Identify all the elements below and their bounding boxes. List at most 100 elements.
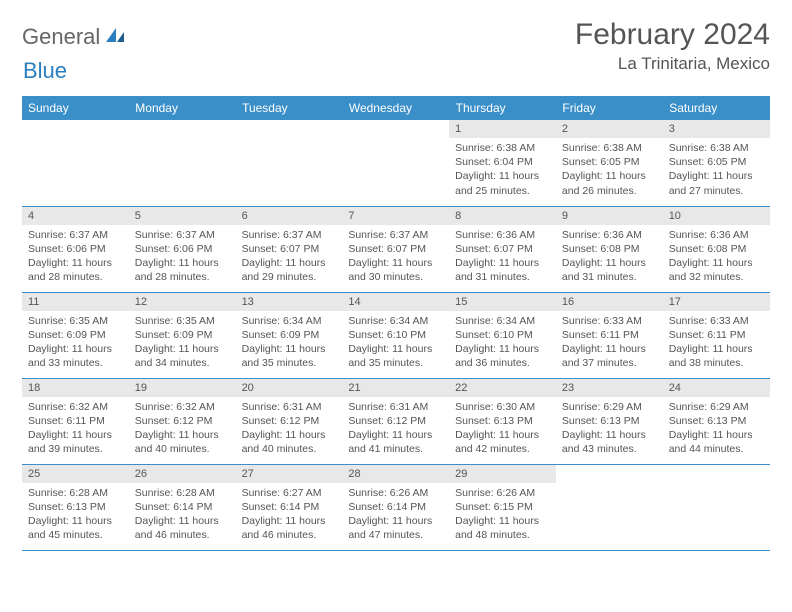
day-details: Sunrise: 6:38 AMSunset: 6:05 PMDaylight:… (663, 138, 770, 204)
day-details: Sunrise: 6:34 AMSunset: 6:10 PMDaylight:… (449, 311, 556, 377)
day-details: Sunrise: 6:38 AMSunset: 6:04 PMDaylight:… (449, 138, 556, 204)
calendar-week-row: 11Sunrise: 6:35 AMSunset: 6:09 PMDayligh… (22, 292, 770, 378)
day-number: 5 (129, 207, 236, 225)
weekday-header: Sunday (22, 96, 129, 120)
month-title: February 2024 (575, 18, 770, 52)
day-number: 11 (22, 293, 129, 311)
calendar-week-row: 1Sunrise: 6:38 AMSunset: 6:04 PMDaylight… (22, 120, 770, 206)
day-details: Sunrise: 6:36 AMSunset: 6:08 PMDaylight:… (556, 225, 663, 291)
day-details: Sunrise: 6:31 AMSunset: 6:12 PMDaylight:… (236, 397, 343, 463)
day-number: 24 (663, 379, 770, 397)
day-number: 8 (449, 207, 556, 225)
day-details: Sunrise: 6:37 AMSunset: 6:07 PMDaylight:… (342, 225, 449, 291)
day-details: Sunrise: 6:26 AMSunset: 6:15 PMDaylight:… (449, 483, 556, 549)
calendar-day-cell (129, 120, 236, 206)
calendar-day-cell: 11Sunrise: 6:35 AMSunset: 6:09 PMDayligh… (22, 292, 129, 378)
day-details: Sunrise: 6:30 AMSunset: 6:13 PMDaylight:… (449, 397, 556, 463)
day-details: Sunrise: 6:28 AMSunset: 6:14 PMDaylight:… (129, 483, 236, 549)
day-number: 19 (129, 379, 236, 397)
day-details: Sunrise: 6:36 AMSunset: 6:07 PMDaylight:… (449, 225, 556, 291)
calendar-day-cell (236, 120, 343, 206)
calendar-day-cell: 4Sunrise: 6:37 AMSunset: 6:06 PMDaylight… (22, 206, 129, 292)
calendar-day-cell: 25Sunrise: 6:28 AMSunset: 6:13 PMDayligh… (22, 464, 129, 550)
day-details: Sunrise: 6:36 AMSunset: 6:08 PMDaylight:… (663, 225, 770, 291)
calendar-day-cell: 9Sunrise: 6:36 AMSunset: 6:08 PMDaylight… (556, 206, 663, 292)
weekday-header: Thursday (449, 96, 556, 120)
day-details: Sunrise: 6:33 AMSunset: 6:11 PMDaylight:… (663, 311, 770, 377)
calendar-day-cell: 12Sunrise: 6:35 AMSunset: 6:09 PMDayligh… (129, 292, 236, 378)
day-details: Sunrise: 6:37 AMSunset: 6:07 PMDaylight:… (236, 225, 343, 291)
day-details: Sunrise: 6:37 AMSunset: 6:06 PMDaylight:… (129, 225, 236, 291)
calendar-day-cell: 13Sunrise: 6:34 AMSunset: 6:09 PMDayligh… (236, 292, 343, 378)
day-details: Sunrise: 6:29 AMSunset: 6:13 PMDaylight:… (556, 397, 663, 463)
day-number: 26 (129, 465, 236, 483)
day-number: 14 (342, 293, 449, 311)
calendar-week-row: 4Sunrise: 6:37 AMSunset: 6:06 PMDaylight… (22, 206, 770, 292)
weekday-header: Monday (129, 96, 236, 120)
day-number: 13 (236, 293, 343, 311)
calendar-day-cell: 27Sunrise: 6:27 AMSunset: 6:14 PMDayligh… (236, 464, 343, 550)
calendar-day-cell (22, 120, 129, 206)
day-number: 21 (342, 379, 449, 397)
day-number: 7 (342, 207, 449, 225)
calendar-body: 1Sunrise: 6:38 AMSunset: 6:04 PMDaylight… (22, 120, 770, 550)
calendar-day-cell (556, 464, 663, 550)
calendar-day-cell: 22Sunrise: 6:30 AMSunset: 6:13 PMDayligh… (449, 378, 556, 464)
day-number: 17 (663, 293, 770, 311)
calendar-day-cell: 23Sunrise: 6:29 AMSunset: 6:13 PMDayligh… (556, 378, 663, 464)
logo-sail-icon (104, 26, 126, 49)
calendar-day-cell: 2Sunrise: 6:38 AMSunset: 6:05 PMDaylight… (556, 120, 663, 206)
calendar-day-cell: 28Sunrise: 6:26 AMSunset: 6:14 PMDayligh… (342, 464, 449, 550)
day-details: Sunrise: 6:37 AMSunset: 6:06 PMDaylight:… (22, 225, 129, 291)
day-number: 22 (449, 379, 556, 397)
day-details: Sunrise: 6:27 AMSunset: 6:14 PMDaylight:… (236, 483, 343, 549)
calendar-day-cell: 14Sunrise: 6:34 AMSunset: 6:10 PMDayligh… (342, 292, 449, 378)
calendar-table: SundayMondayTuesdayWednesdayThursdayFrid… (22, 96, 770, 551)
day-number: 12 (129, 293, 236, 311)
calendar-day-cell: 7Sunrise: 6:37 AMSunset: 6:07 PMDaylight… (342, 206, 449, 292)
day-number: 23 (556, 379, 663, 397)
day-details: Sunrise: 6:32 AMSunset: 6:11 PMDaylight:… (22, 397, 129, 463)
day-number: 4 (22, 207, 129, 225)
weekday-header: Wednesday (342, 96, 449, 120)
calendar-day-cell: 16Sunrise: 6:33 AMSunset: 6:11 PMDayligh… (556, 292, 663, 378)
day-details: Sunrise: 6:34 AMSunset: 6:10 PMDaylight:… (342, 311, 449, 377)
day-details: Sunrise: 6:32 AMSunset: 6:12 PMDaylight:… (129, 397, 236, 463)
day-number: 6 (236, 207, 343, 225)
calendar-day-cell: 1Sunrise: 6:38 AMSunset: 6:04 PMDaylight… (449, 120, 556, 206)
day-details: Sunrise: 6:35 AMSunset: 6:09 PMDaylight:… (129, 311, 236, 377)
calendar-day-cell: 3Sunrise: 6:38 AMSunset: 6:05 PMDaylight… (663, 120, 770, 206)
day-details: Sunrise: 6:26 AMSunset: 6:14 PMDaylight:… (342, 483, 449, 549)
calendar-week-row: 25Sunrise: 6:28 AMSunset: 6:13 PMDayligh… (22, 464, 770, 550)
day-details: Sunrise: 6:35 AMSunset: 6:09 PMDaylight:… (22, 311, 129, 377)
day-number: 25 (22, 465, 129, 483)
calendar-day-cell: 21Sunrise: 6:31 AMSunset: 6:12 PMDayligh… (342, 378, 449, 464)
day-number: 1 (449, 120, 556, 138)
day-details: Sunrise: 6:33 AMSunset: 6:11 PMDaylight:… (556, 311, 663, 377)
logo-text-general: General (22, 24, 100, 50)
day-number: 3 (663, 120, 770, 138)
calendar-day-cell: 18Sunrise: 6:32 AMSunset: 6:11 PMDayligh… (22, 378, 129, 464)
day-details: Sunrise: 6:28 AMSunset: 6:13 PMDaylight:… (22, 483, 129, 549)
day-number: 2 (556, 120, 663, 138)
calendar-day-cell: 8Sunrise: 6:36 AMSunset: 6:07 PMDaylight… (449, 206, 556, 292)
weekday-header: Saturday (663, 96, 770, 120)
day-details: Sunrise: 6:38 AMSunset: 6:05 PMDaylight:… (556, 138, 663, 204)
calendar-day-cell: 24Sunrise: 6:29 AMSunset: 6:13 PMDayligh… (663, 378, 770, 464)
logo-text-blue: Blue (23, 58, 67, 83)
day-number: 20 (236, 379, 343, 397)
day-number: 16 (556, 293, 663, 311)
calendar-day-cell: 6Sunrise: 6:37 AMSunset: 6:07 PMDaylight… (236, 206, 343, 292)
weekday-header: Tuesday (236, 96, 343, 120)
calendar-day-cell: 19Sunrise: 6:32 AMSunset: 6:12 PMDayligh… (129, 378, 236, 464)
logo: General (22, 24, 130, 50)
calendar-day-cell: 15Sunrise: 6:34 AMSunset: 6:10 PMDayligh… (449, 292, 556, 378)
day-number: 9 (556, 207, 663, 225)
day-details: Sunrise: 6:29 AMSunset: 6:13 PMDaylight:… (663, 397, 770, 463)
calendar-day-cell (342, 120, 449, 206)
day-details: Sunrise: 6:34 AMSunset: 6:09 PMDaylight:… (236, 311, 343, 377)
calendar-day-cell: 29Sunrise: 6:26 AMSunset: 6:15 PMDayligh… (449, 464, 556, 550)
day-number: 29 (449, 465, 556, 483)
weekday-header-row: SundayMondayTuesdayWednesdayThursdayFrid… (22, 96, 770, 120)
calendar-week-row: 18Sunrise: 6:32 AMSunset: 6:11 PMDayligh… (22, 378, 770, 464)
